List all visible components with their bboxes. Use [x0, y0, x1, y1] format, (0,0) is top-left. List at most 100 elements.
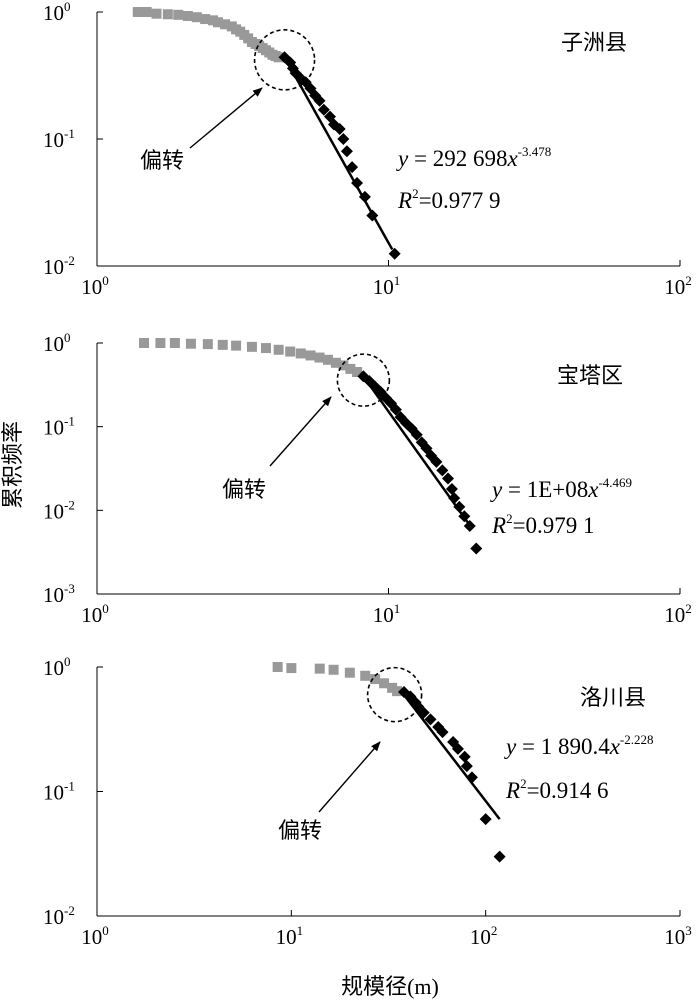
x-tick-label: 102: [664, 601, 692, 627]
fit-line: [283, 56, 394, 251]
data-point-square: [285, 346, 296, 357]
series-after-turn: [398, 685, 506, 863]
data-point-diamond: [313, 94, 326, 107]
data-point-square: [246, 341, 257, 352]
chart-panels: 100 101 102 100 10-1 10-2 偏转 子洲县 y = 292 698x-3.…: [43, 0, 692, 949]
data-point-square: [202, 339, 213, 350]
data-point-diamond: [460, 760, 473, 773]
series-before-turn: [139, 338, 363, 378]
x-tick-label: 101: [373, 601, 401, 627]
data-point-square: [141, 7, 152, 17]
data-point-square: [392, 686, 403, 697]
data-point-square: [328, 664, 339, 675]
data-point-square: [352, 367, 363, 378]
y-tick-label: 10-1: [43, 414, 75, 440]
turn-point-circle: [253, 29, 316, 91]
region-label: 宝塔区: [557, 363, 623, 388]
data-point-square: [344, 667, 355, 678]
data-point-diamond: [458, 750, 471, 763]
data-point-diamond: [436, 726, 449, 739]
data-point-square: [217, 339, 228, 350]
x-tick-label: 101: [276, 923, 304, 949]
data-point-diamond: [337, 133, 350, 145]
data-point-diamond: [470, 542, 483, 555]
data-point-diamond: [493, 850, 506, 863]
series-after-turn: [357, 370, 483, 555]
region-label: 子洲县: [561, 30, 627, 55]
data-point-diamond: [333, 122, 346, 135]
data-point-diamond: [445, 482, 458, 495]
turn-arrow: [318, 741, 381, 813]
data-point-diamond: [388, 247, 401, 260]
data-point-diamond: [410, 428, 423, 441]
x-tick-label: 102: [664, 273, 692, 299]
data-point-square: [200, 14, 211, 25]
turn-annotation: 偏转: [222, 477, 266, 502]
y-tick-label: 10-3: [43, 581, 75, 607]
r-squared: R2=0.977 9: [397, 186, 501, 213]
turn-annotation: 偏转: [278, 818, 322, 843]
data-point-diamond: [340, 145, 353, 158]
data-point-square: [360, 670, 371, 681]
r-squared: R2=0.979 1: [491, 511, 595, 538]
x-axis-label: 规模径(m): [341, 974, 439, 999]
fit-equation: y = 1 890.4x-2.228: [504, 732, 654, 759]
data-point-square: [314, 352, 325, 363]
data-point-square: [173, 9, 184, 20]
data-point-diamond: [453, 500, 466, 513]
x-tick-label: 103: [664, 923, 692, 949]
series-after-turn: [278, 51, 401, 260]
data-point-diamond: [317, 103, 330, 116]
turn-arrow: [189, 87, 263, 149]
data-point-square: [155, 338, 166, 348]
data-point-diamond: [430, 455, 443, 468]
data-point-square: [169, 338, 180, 348]
data-point-square: [231, 340, 242, 351]
data-point-square: [185, 338, 196, 349]
data-point-square: [212, 17, 223, 28]
data-point-diamond: [451, 742, 464, 755]
fit-equation: y = 1E+08x-4.469: [490, 475, 632, 502]
data-point-square: [132, 7, 143, 17]
region-label: 洛川县: [580, 685, 646, 710]
data-point-square: [272, 662, 283, 672]
turn-point-circle: [336, 353, 391, 407]
data-point-square: [338, 360, 349, 371]
data-point-diamond: [442, 472, 455, 485]
data-point-square: [379, 678, 390, 689]
data-point-square: [220, 19, 231, 30]
y-tick-label: 100: [43, 330, 71, 356]
data-point-square: [370, 674, 381, 685]
chart-panel-1: 100 101 102 100 10-1 10-2 偏转 子洲县 y = 292 698x-3.…: [43, 0, 692, 299]
series-before-turn: [272, 662, 403, 697]
fit-line: [362, 375, 473, 528]
data-point-diamond: [479, 813, 492, 826]
data-point-diamond: [424, 713, 437, 726]
data-point-square: [162, 9, 173, 20]
y-axis-label: 累积频率: [0, 421, 25, 509]
data-point-square: [295, 348, 306, 359]
x-tick-label: 100: [81, 601, 109, 627]
data-point-square: [314, 663, 325, 674]
y-tick-label: 10-1: [43, 779, 75, 805]
data-point-square: [191, 12, 202, 23]
data-point-diamond: [389, 403, 402, 416]
y-tick-label: 10-1: [43, 126, 75, 152]
chart-panel-2: 100 101 102 100 10-1 10-2 10-3 偏转 宝塔区 y = 1E+08x-…: [43, 330, 692, 627]
chart-panel-3: 100 101 102 103 100 10-1 10-2 偏转 洛川县 y = 1 890.4x…: [43, 654, 692, 949]
data-point-square: [330, 357, 341, 368]
y-tick-label: 100: [43, 654, 71, 680]
data-point-square: [305, 350, 316, 361]
x-tick-label: 101: [373, 273, 401, 299]
x-tick-label: 100: [81, 273, 109, 299]
data-point-diamond: [436, 464, 449, 477]
data-point-square: [286, 663, 297, 674]
turn-arrow: [269, 396, 332, 467]
x-tick-label: 102: [470, 923, 498, 949]
data-point-square: [182, 11, 193, 22]
data-point-square: [139, 338, 150, 348]
fit-equation: y = 292 698x-3.478: [396, 144, 551, 171]
y-tick-label: 10-2: [43, 497, 75, 523]
data-point-square: [322, 354, 333, 365]
